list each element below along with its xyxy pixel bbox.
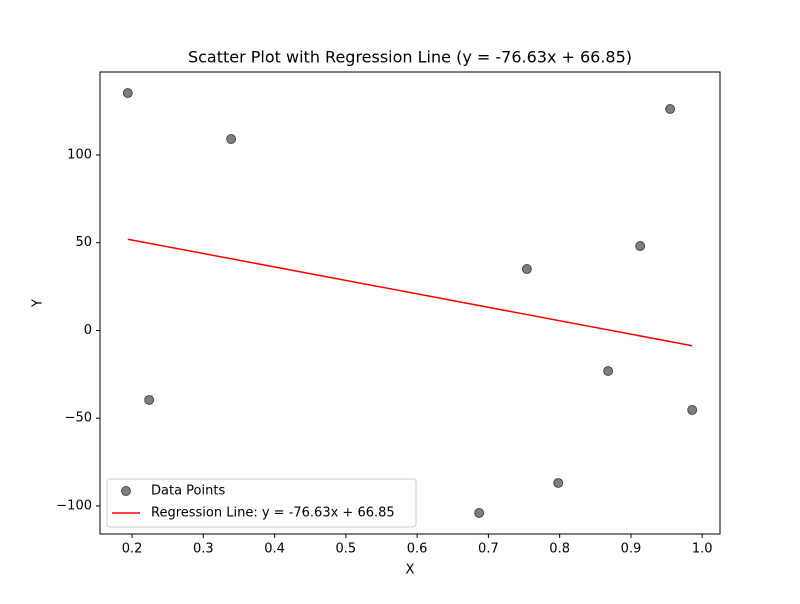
- y-tick-label: 50: [75, 235, 92, 250]
- plot-frame: [99, 71, 721, 535]
- data-point: [687, 404, 698, 415]
- x-tick-label: 0.4: [264, 542, 285, 557]
- legend-label: Data Points: [151, 484, 225, 499]
- y-tick-label: 0: [84, 323, 92, 338]
- y-tick-label: −100: [56, 498, 92, 513]
- x-tick-label: 0.6: [407, 542, 428, 557]
- data-point: [122, 88, 133, 99]
- x-tick-label: 1.0: [692, 542, 713, 557]
- data-point: [665, 104, 676, 115]
- data-point: [521, 264, 532, 275]
- data-point: [474, 507, 485, 518]
- y-axis-label: Y: [31, 299, 46, 308]
- legend-label: Regression Line: y = -76.63x + 66.85: [151, 506, 395, 521]
- y-tick-label: 100: [67, 147, 92, 162]
- regression-line: [127, 238, 693, 347]
- data-point: [226, 134, 237, 145]
- x-tick-label: 0.9: [621, 542, 642, 557]
- chart-title: Scatter Plot with Regression Line (y = -…: [188, 48, 632, 67]
- x-tick-label: 0.5: [336, 542, 357, 557]
- x-tick-label: 0.3: [193, 542, 214, 557]
- data-point: [603, 365, 614, 376]
- x-tick-label: 0.7: [478, 542, 499, 557]
- x-tick-label: 0.2: [122, 542, 143, 557]
- data-point: [635, 241, 646, 252]
- legend-marker: [121, 486, 131, 496]
- data-point: [553, 477, 564, 488]
- x-axis-label: X: [406, 563, 415, 578]
- y-tick-label: −50: [65, 411, 92, 426]
- x-tick-label: 0.8: [549, 542, 570, 557]
- data-point: [144, 394, 155, 405]
- legend-box: [106, 478, 417, 528]
